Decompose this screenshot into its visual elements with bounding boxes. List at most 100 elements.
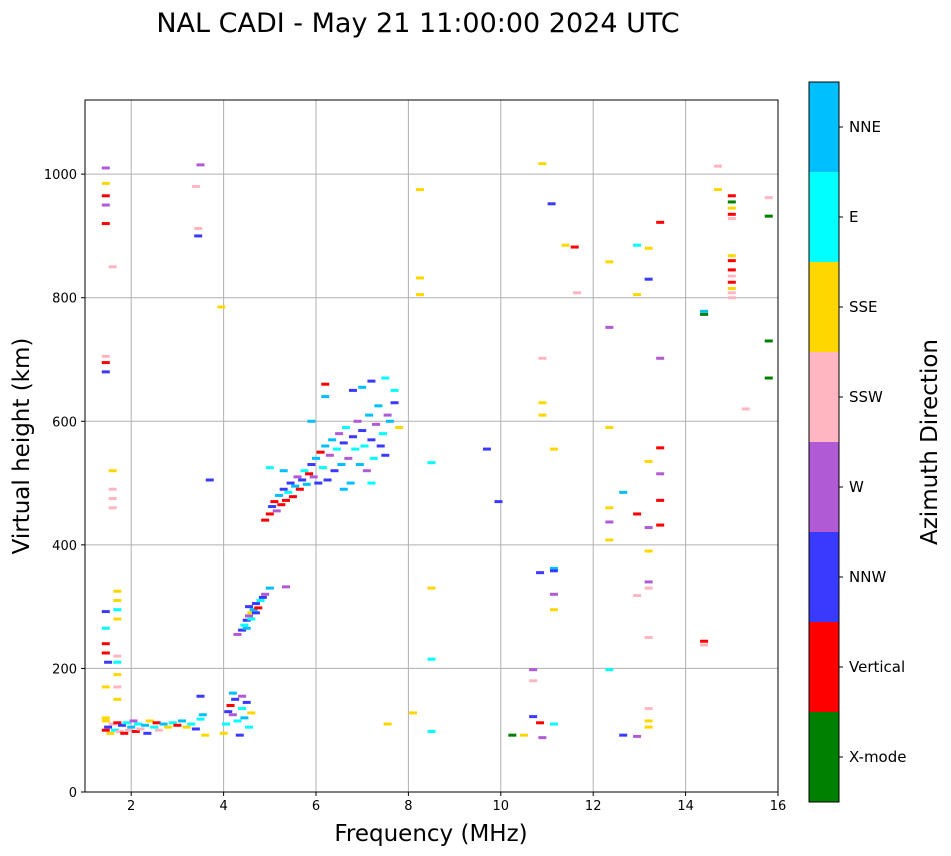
echo-point — [196, 163, 205, 167]
echo-point — [619, 733, 628, 737]
echo-point — [131, 729, 140, 733]
echo-point — [536, 721, 545, 725]
echo-point — [700, 643, 709, 647]
echo-point — [727, 291, 736, 295]
echo-point — [390, 388, 399, 392]
echo-point — [605, 520, 614, 524]
echo-point — [316, 450, 325, 454]
echo-point — [378, 432, 387, 436]
echo-point — [633, 594, 642, 598]
colorbar-tick-label: SSW — [849, 388, 883, 406]
echo-point — [272, 509, 281, 513]
echo-point — [764, 214, 773, 218]
echo-point — [254, 606, 263, 610]
echo-point — [427, 729, 436, 733]
echo-point — [281, 585, 290, 589]
echo-point — [314, 481, 323, 485]
echo-point — [727, 254, 736, 258]
echo-point — [549, 447, 558, 451]
echo-point — [277, 503, 286, 507]
echo-point — [238, 628, 247, 632]
echo-point — [240, 623, 249, 627]
echo-point — [508, 733, 517, 737]
echo-point — [381, 453, 390, 457]
echo-point — [549, 592, 558, 596]
echo-point — [298, 478, 307, 482]
echo-point — [279, 469, 288, 473]
echo-point — [233, 632, 242, 636]
echo-point — [106, 731, 115, 735]
echo-point — [321, 395, 330, 399]
colorbar-tick-label: NNW — [849, 568, 886, 586]
plot-frame — [84, 99, 779, 793]
echo-point — [353, 419, 362, 423]
echo-point — [288, 495, 297, 499]
echo-point — [108, 497, 117, 501]
echo-point — [104, 725, 113, 729]
echo-point — [201, 733, 210, 737]
echo-point — [605, 506, 614, 510]
echo-point — [727, 200, 736, 204]
echo-point — [355, 463, 364, 467]
echo-point — [194, 227, 203, 231]
y-tick-label: 200 — [52, 662, 77, 677]
echo-point — [633, 293, 642, 297]
x-tick-label: 16 — [770, 799, 787, 814]
echo-point — [369, 456, 378, 460]
echo-point — [764, 196, 773, 200]
echo-point — [141, 723, 150, 727]
echo-point — [187, 722, 196, 726]
echo-point — [101, 626, 110, 630]
echo-point — [415, 293, 424, 297]
echo-point — [656, 498, 665, 502]
echo-point — [247, 617, 256, 621]
colorbar-swatch — [809, 352, 839, 442]
echo-point — [644, 586, 653, 590]
echo-point — [261, 518, 270, 522]
echo-point — [168, 721, 177, 725]
echo-point — [249, 608, 258, 612]
echo-point — [136, 727, 145, 731]
echo-point — [120, 731, 129, 735]
echo-point — [247, 611, 256, 615]
echo-point — [644, 459, 653, 463]
echo-point — [538, 736, 547, 740]
echo-point — [154, 728, 163, 732]
colorbar-swatch — [809, 262, 839, 352]
echo-point — [727, 268, 736, 272]
echo-point — [561, 243, 570, 247]
colorbar-tick-label: NNE — [849, 118, 881, 136]
echo-point — [538, 162, 547, 166]
echo-point — [360, 444, 369, 448]
echo-point — [226, 704, 235, 707]
echo-point — [727, 296, 736, 300]
echo-point — [529, 715, 538, 719]
echo-point — [101, 716, 110, 720]
colorbar-swatch — [809, 622, 839, 712]
echo-point — [205, 478, 214, 482]
colorbar-swatch — [809, 532, 839, 622]
echo-point — [358, 429, 367, 433]
echo-point — [302, 482, 311, 486]
echo-point — [134, 722, 143, 726]
echo-point — [633, 734, 642, 738]
echo-point — [656, 356, 665, 360]
echo-point — [344, 456, 353, 460]
echo-point — [332, 447, 341, 451]
echo-point — [101, 370, 110, 374]
echo-point — [275, 493, 284, 497]
echo-point — [656, 523, 665, 527]
echo-point — [656, 220, 665, 224]
echo-point — [644, 725, 653, 729]
colorbar-swatch — [809, 172, 839, 262]
colorbar-swatch — [809, 712, 839, 802]
echo-point — [113, 685, 122, 689]
echo-point — [427, 657, 436, 661]
echo-point — [305, 472, 314, 476]
y-tick-label: 0 — [69, 786, 77, 801]
x-axis-label: Frequency (MHz) — [334, 821, 527, 847]
echo-point — [633, 243, 642, 247]
echo-point — [240, 716, 249, 720]
echo-point — [346, 481, 355, 485]
y-axis-label: Virtual height (km) — [9, 338, 35, 555]
